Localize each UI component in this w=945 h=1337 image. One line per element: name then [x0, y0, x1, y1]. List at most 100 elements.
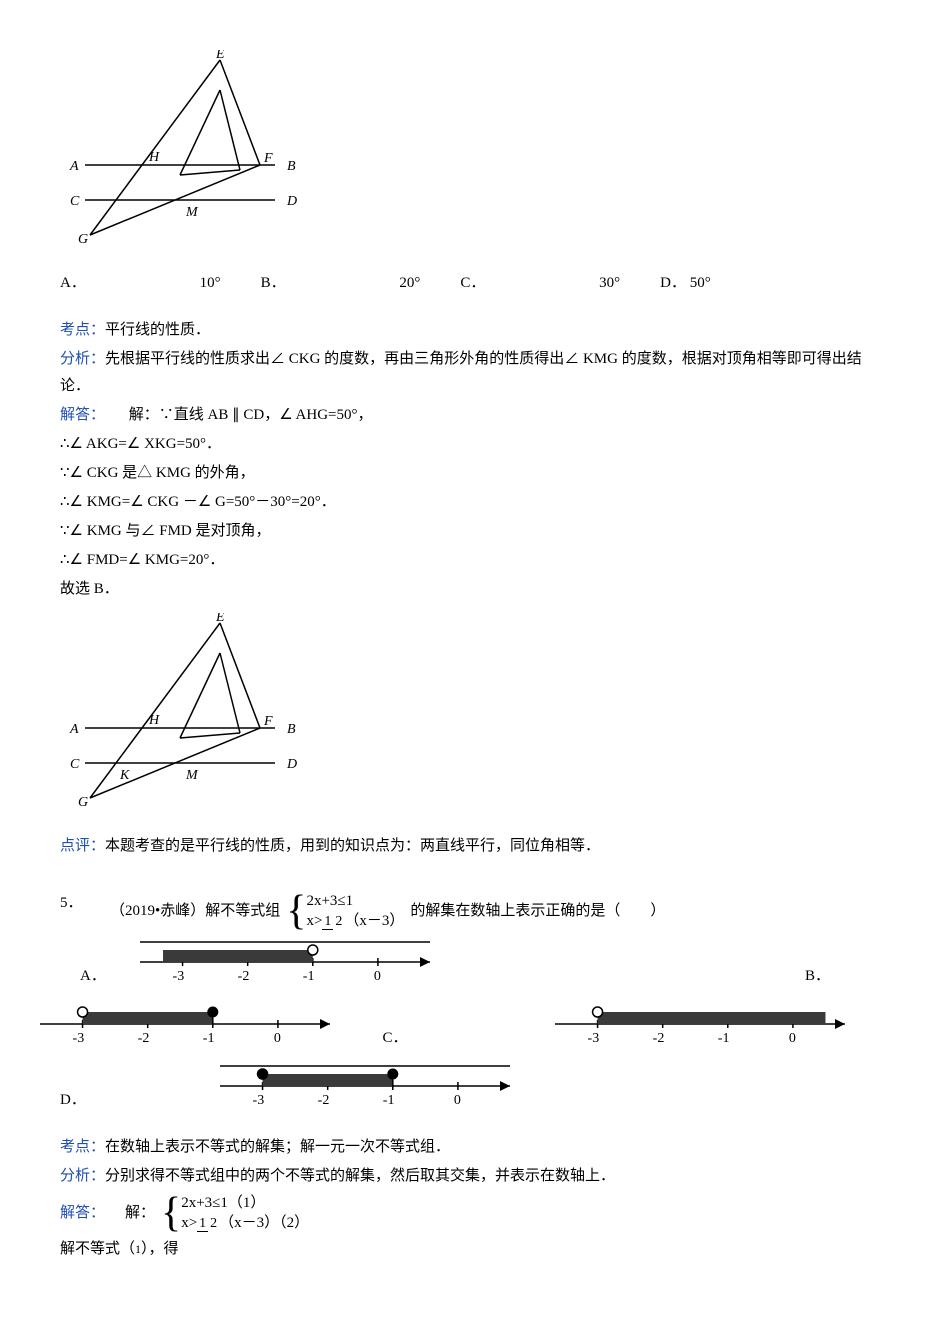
option-b: B． 20°: [261, 270, 421, 297]
option-c-value: 30°: [599, 275, 620, 291]
q5-kaodian-label: 考点：: [60, 1139, 105, 1155]
svg-text:-1: -1: [203, 1031, 215, 1042]
q5-number: 5．: [60, 890, 110, 917]
q5-system: { 2x+3≤1 x>12（x－3）: [286, 890, 404, 932]
fraction-half: 12: [322, 915, 344, 929]
svg-text:H: H: [148, 713, 160, 728]
q5-options-block: A． -3 -2 -1 0 B． -3 -2 -1 0 C． -3 -2 -1 0 D． -3 -2…: [60, 932, 885, 1114]
option-d-label: D．: [660, 275, 686, 291]
q5-jieda: 解答： 解： { 2x+3≤1（1） x>12（x－3）（2）: [60, 1192, 885, 1234]
options-row-q4: A． 10° B． 20° C． 30° D． 50°: [60, 270, 885, 297]
svg-text:-1: -1: [303, 969, 315, 980]
svg-text:H: H: [148, 150, 160, 165]
q5-step-ineq2-rhs: （x－3）（2）: [219, 1215, 309, 1231]
q4-fenxi: 分析：先根据平行线的性质求出∠ CKG 的度数，再由三角形外角的性质得出∠ KM…: [60, 346, 885, 400]
q4-step4: ∴∠ KMG=∠ CKG －∠ G=50°－30°=20°．: [60, 489, 885, 516]
svg-text:F: F: [263, 151, 273, 166]
q5-ineq2-rhs: （x－3）: [344, 913, 404, 929]
svg-text:B: B: [287, 159, 296, 174]
numberline-b: -3-2-10: [545, 994, 865, 1042]
jieda-label: 解答：: [60, 407, 105, 423]
option-a-value: 10°: [200, 275, 221, 291]
option-b-value: 20°: [399, 275, 420, 291]
q4-step3: ∵∠ CKG 是△ KMG 的外角，: [60, 460, 885, 487]
option-a-label: A．: [60, 275, 86, 291]
option-c-label: C．: [460, 275, 485, 291]
q5-jieda-label: 解答：: [60, 1200, 105, 1227]
left-brace-icon: {: [161, 1192, 181, 1234]
kaodian-text: 平行线的性质．: [105, 322, 210, 338]
q5-fenxi-label: 分析：: [60, 1168, 105, 1184]
q5-suffix: 的解集在数轴上表示正确的是（ ）: [410, 898, 665, 925]
svg-text:0: 0: [374, 969, 381, 980]
svg-text:G: G: [78, 795, 88, 810]
option-c: C． 30°: [460, 270, 620, 297]
fraction-half: 12: [197, 1217, 219, 1231]
figure-1: A B C D E F H G M: [60, 50, 885, 260]
option-d-value: 50°: [690, 275, 711, 291]
kaodian-label: 考点：: [60, 322, 105, 338]
q5-kaodian-text: 在数轴上表示不等式的解集；解一元一次不等式组．: [105, 1139, 450, 1155]
svg-text:K: K: [119, 768, 130, 783]
q4-step5: ∵∠ KMG 与∠ FMD 是对顶角，: [60, 518, 885, 545]
q5-step-ineq2: x>12（x－3）（2）: [181, 1213, 309, 1233]
q4-step1: 解：∵直线 AB ∥ CD，∠ AHG=50°，: [129, 407, 373, 423]
svg-text:M: M: [185, 205, 199, 220]
q4-step6: ∴∠ FMD=∠ KMG=20°．: [60, 547, 885, 574]
svg-text:-2: -2: [318, 1093, 330, 1104]
svg-text:B: B: [287, 722, 296, 737]
svg-text:-3: -3: [173, 969, 185, 980]
svg-text:F: F: [263, 714, 273, 729]
svg-text:0: 0: [274, 1031, 281, 1042]
q4-dianping: 点评：本题考查的是平行线的性质，用到的知识点为：两直线平行，同位角相等．: [60, 833, 885, 860]
numberline-d: -3 -2 -1 0: [210, 1056, 530, 1104]
geometry-figure-1: A B C D E F H G M: [60, 50, 300, 250]
svg-text:E: E: [215, 613, 225, 625]
q5-optD: D．: [60, 1087, 110, 1114]
svg-text:C: C: [70, 757, 80, 772]
q5-optB: B．: [805, 963, 855, 990]
q5-fenxi-text: 分别求得不等式组中的两个不等式的解集，然后取其交集，并表示在数轴上．: [105, 1168, 615, 1184]
fenxi-text: 先根据平行线的性质求出∠ CKG 的度数，再由三角形外角的性质得出∠ KMG 的…: [60, 351, 862, 394]
q5-optA: A．: [60, 963, 130, 990]
q5-step-ineq2-lhs: x>: [181, 1215, 197, 1231]
svg-text:-3: -3: [73, 1031, 85, 1042]
q4-jieda: 解答： 解：∵直线 AB ∥ CD，∠ AHG=50°，: [60, 402, 885, 429]
fenxi-label: 分析：: [60, 351, 105, 367]
q5-question: 5． （2019•赤峰）解不等式组 { 2x+3≤1 x>12（x－3） 的解集…: [60, 890, 885, 932]
q4-step7: 故选 B．: [60, 576, 885, 603]
option-d: D． 50°: [660, 270, 711, 297]
q5-kaodian: 考点：在数轴上表示不等式的解集；解一元一次不等式组．: [60, 1134, 885, 1161]
dianping-text: 本题考查的是平行线的性质，用到的知识点为：两直线平行，同位角相等．: [105, 838, 600, 854]
option-a: A． 10°: [60, 270, 221, 297]
svg-text:-1: -1: [383, 1093, 395, 1104]
svg-text:G: G: [78, 232, 88, 247]
numberline-c-left: -3-2-10: [30, 994, 350, 1042]
figure-2: ABCDEFHGMK: [60, 613, 885, 823]
svg-text:-2: -2: [653, 1031, 665, 1042]
svg-text:E: E: [215, 50, 225, 62]
geometry-figure-2: ABCDEFHGMK: [60, 613, 300, 813]
q5-step-ineq1: 2x+3≤1（1）: [181, 1193, 309, 1213]
dianping-label: 点评：: [60, 838, 105, 854]
svg-text:C: C: [70, 194, 80, 209]
svg-text:-2: -2: [238, 969, 250, 980]
q4-step2: ∴∠ AKG=∠ XKG=50°．: [60, 431, 885, 458]
svg-text:0: 0: [454, 1093, 461, 1104]
q5-fenxi: 分析：分别求得不等式组中的两个不等式的解集，然后取其交集，并表示在数轴上．: [60, 1163, 885, 1190]
q5-ineq2: x>12（x－3）: [306, 911, 404, 931]
svg-text:M: M: [185, 768, 199, 783]
q5-last-text: 解不等式（1），得: [60, 1241, 179, 1257]
q5-optC: C．: [370, 1025, 420, 1052]
q4-kaodian: 考点：平行线的性质．: [60, 317, 885, 344]
q5-ineq1: 2x+3≤1: [306, 891, 404, 911]
svg-text:-3: -3: [253, 1093, 265, 1104]
q5-solution-system: { 2x+3≤1（1） x>12（x－3）（2）: [161, 1192, 309, 1234]
q5-prefix: （2019•赤峰）解不等式组: [110, 898, 280, 925]
svg-text:-3: -3: [588, 1031, 600, 1042]
svg-text:A: A: [69, 159, 79, 174]
svg-text:0: 0: [789, 1031, 796, 1042]
q5-last-line: 解不等式（1），得: [60, 1236, 885, 1263]
svg-text:D: D: [286, 194, 297, 209]
q5-ineq2-lhs: x>: [306, 913, 322, 929]
